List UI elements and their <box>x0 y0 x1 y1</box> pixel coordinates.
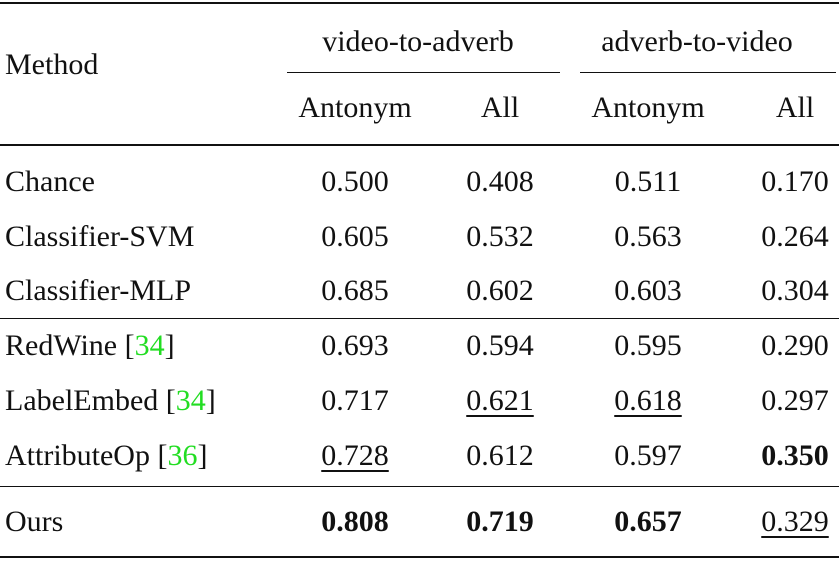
method-name: Classifier-SVM <box>5 220 195 253</box>
value-cell: 0.621 <box>466 384 534 417</box>
method-name: RedWine [ <box>5 329 135 362</box>
group-rule <box>580 72 836 73</box>
value-cell: 0.719 <box>466 505 534 538</box>
section-rule <box>0 486 839 487</box>
value-cell: 0.350 <box>761 439 829 472</box>
value-cell: 0.297 <box>761 384 829 417</box>
column-header: All <box>775 91 815 124</box>
bottom-rule <box>0 556 839 558</box>
method-cell: RedWine [34] <box>5 331 175 361</box>
method-cell: Chance <box>5 167 95 197</box>
group-header: adverb-to-video <box>601 25 793 58</box>
value-cell: 0.618 <box>614 384 682 417</box>
value-cell: 0.605 <box>321 220 389 253</box>
method-cell: Classifier-SVM <box>5 222 194 252</box>
method-cell: Ours <box>5 507 63 537</box>
value-cell: 0.595 <box>614 329 682 362</box>
value-cell: 0.728 <box>321 439 389 472</box>
value-cell: 0.264 <box>761 220 829 253</box>
value-cell: 0.500 <box>321 165 389 198</box>
value-cell: 0.603 <box>614 274 682 307</box>
value-cell: 0.717 <box>321 384 389 417</box>
method-name: Classifier-MLP <box>5 274 192 307</box>
value-cell: 0.408 <box>466 165 534 198</box>
bracket: ] <box>164 329 175 362</box>
section-rule <box>0 318 839 319</box>
value-cell: 0.511 <box>614 165 682 198</box>
top-rule <box>0 2 839 4</box>
bracket: ] <box>197 439 208 472</box>
value-cell: 0.657 <box>614 505 682 538</box>
value-cell: 0.693 <box>321 329 389 362</box>
value-cell: 0.602 <box>466 274 534 307</box>
method-header: Method <box>5 48 99 81</box>
value-cell: 0.597 <box>614 439 682 472</box>
value-cell: 0.563 <box>614 220 682 253</box>
method-cell: Classifier-MLP <box>5 276 191 306</box>
column-header: Antonym <box>298 91 412 124</box>
method-cell: AttributeOp [36] <box>5 441 207 471</box>
value-cell: 0.594 <box>466 329 534 362</box>
column-header: Antonym <box>591 91 705 124</box>
citation: 34 <box>175 384 206 417</box>
method-name: AttributeOp [ <box>5 439 168 472</box>
column-header: All <box>480 91 520 124</box>
citation: 36 <box>167 439 198 472</box>
value-cell: 0.290 <box>761 329 829 362</box>
value-cell: 0.808 <box>321 505 389 538</box>
method-name: Chance <box>5 165 95 198</box>
method-name: Ours <box>5 505 64 538</box>
header-rule <box>0 144 839 146</box>
method-name: LabelEmbed [ <box>5 384 176 417</box>
value-cell: 0.532 <box>466 220 534 253</box>
value-cell: 0.304 <box>761 274 829 307</box>
method-cell: LabelEmbed [34] <box>5 386 216 416</box>
citation: 34 <box>134 329 165 362</box>
group-rule <box>287 72 560 73</box>
value-cell: 0.612 <box>466 439 534 472</box>
value-cell: 0.685 <box>321 274 389 307</box>
bracket: ] <box>205 384 216 417</box>
group-header: video-to-adverb <box>322 25 514 58</box>
value-cell: 0.170 <box>761 165 829 198</box>
value-cell: 0.329 <box>761 505 829 538</box>
